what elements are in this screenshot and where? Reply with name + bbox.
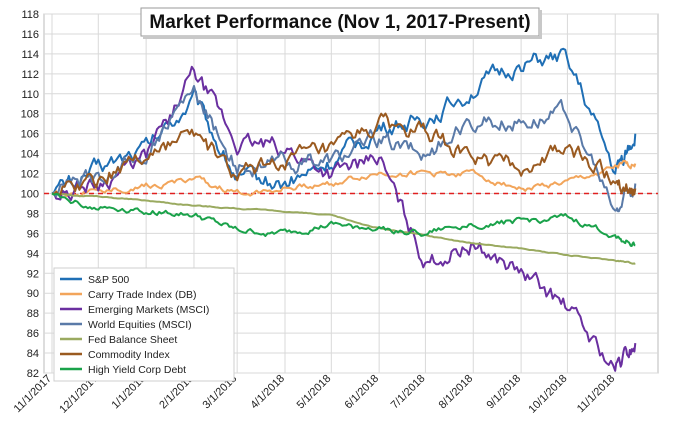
- legend-label: World Equities (MSCI): [88, 319, 192, 331]
- title-box: Market Performance (Nov 1, 2017-Present): [140, 7, 542, 39]
- y-tick-label: 116: [21, 29, 39, 41]
- legend-label: Carry Trade Index (DB): [88, 289, 197, 301]
- chart-title: Market Performance (Nov 1, 2017-Present): [149, 12, 530, 33]
- series-line-2: [51, 65, 637, 372]
- y-tick-label: 94: [27, 248, 39, 260]
- y-tick-label: 100: [21, 189, 39, 201]
- series-line-5: [51, 112, 637, 197]
- legend-label: Emerging Markets (MSCI): [88, 304, 209, 316]
- x-tick-label: 10/1/2018: [526, 373, 569, 416]
- y-tick-label: 82: [27, 368, 39, 380]
- y-tick-label: 92: [27, 268, 39, 280]
- legend-label: High Yield Corp Debt: [88, 364, 186, 376]
- x-tick-label: 5/1/2018: [295, 373, 334, 412]
- x-tick-label: 11/1/2018: [575, 373, 618, 416]
- y-tick-label: 118: [21, 9, 39, 21]
- x-tick-label: 8/1/2018: [437, 373, 476, 412]
- legend-label: Commodity Index: [88, 349, 170, 361]
- x-tick-label: 9/1/2018: [484, 373, 523, 412]
- y-tick-label: 98: [27, 208, 39, 220]
- legend: S&P 500 Carry Trade Index (DB) Emerging Ma…: [53, 267, 235, 382]
- y-tick-label: 110: [21, 89, 39, 101]
- y-tick-label: 106: [21, 129, 39, 141]
- y-tick-label: 86: [27, 328, 39, 340]
- x-tick-label: 6/1/2018: [342, 373, 381, 412]
- x-tick-label: 7/1/2018: [389, 373, 428, 412]
- legend-box: [53, 267, 235, 382]
- y-tick-label: 96: [27, 228, 39, 240]
- series-line-6: [51, 192, 636, 247]
- series-line-4: [51, 192, 636, 265]
- y-tick-label: 108: [21, 109, 39, 121]
- x-tick-label: 4/1/2018: [248, 373, 287, 412]
- y-tick-label: 112: [21, 69, 39, 81]
- y-tick-label: 90: [27, 288, 39, 300]
- y-tick-label: 88: [27, 308, 39, 320]
- series-layer: [51, 47, 637, 372]
- legend-label: Fed Balance Sheet: [88, 334, 177, 346]
- y-tick-label: 114: [21, 49, 39, 61]
- legend-label: S&P 500: [88, 274, 129, 286]
- series-line-1: [51, 159, 637, 198]
- y-tick-label: 84: [27, 348, 39, 360]
- series-line-3: [51, 85, 637, 213]
- y-tick-label: 104: [21, 149, 39, 161]
- y-tick-label: 102: [21, 169, 39, 181]
